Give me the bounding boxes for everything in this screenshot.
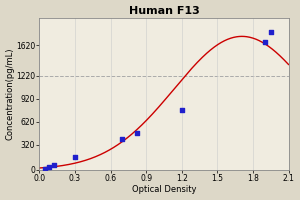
Point bbox=[134, 131, 139, 134]
Point bbox=[51, 163, 56, 167]
Point bbox=[179, 108, 184, 111]
Point bbox=[46, 166, 51, 169]
Title: Human F13: Human F13 bbox=[129, 6, 199, 16]
Point bbox=[43, 167, 48, 170]
Y-axis label: Concentration(pg/mL): Concentration(pg/mL) bbox=[6, 47, 15, 140]
X-axis label: Optical Density: Optical Density bbox=[132, 185, 196, 194]
Point bbox=[268, 30, 273, 33]
Point bbox=[73, 156, 77, 159]
Point bbox=[262, 41, 267, 44]
Point bbox=[120, 137, 125, 140]
